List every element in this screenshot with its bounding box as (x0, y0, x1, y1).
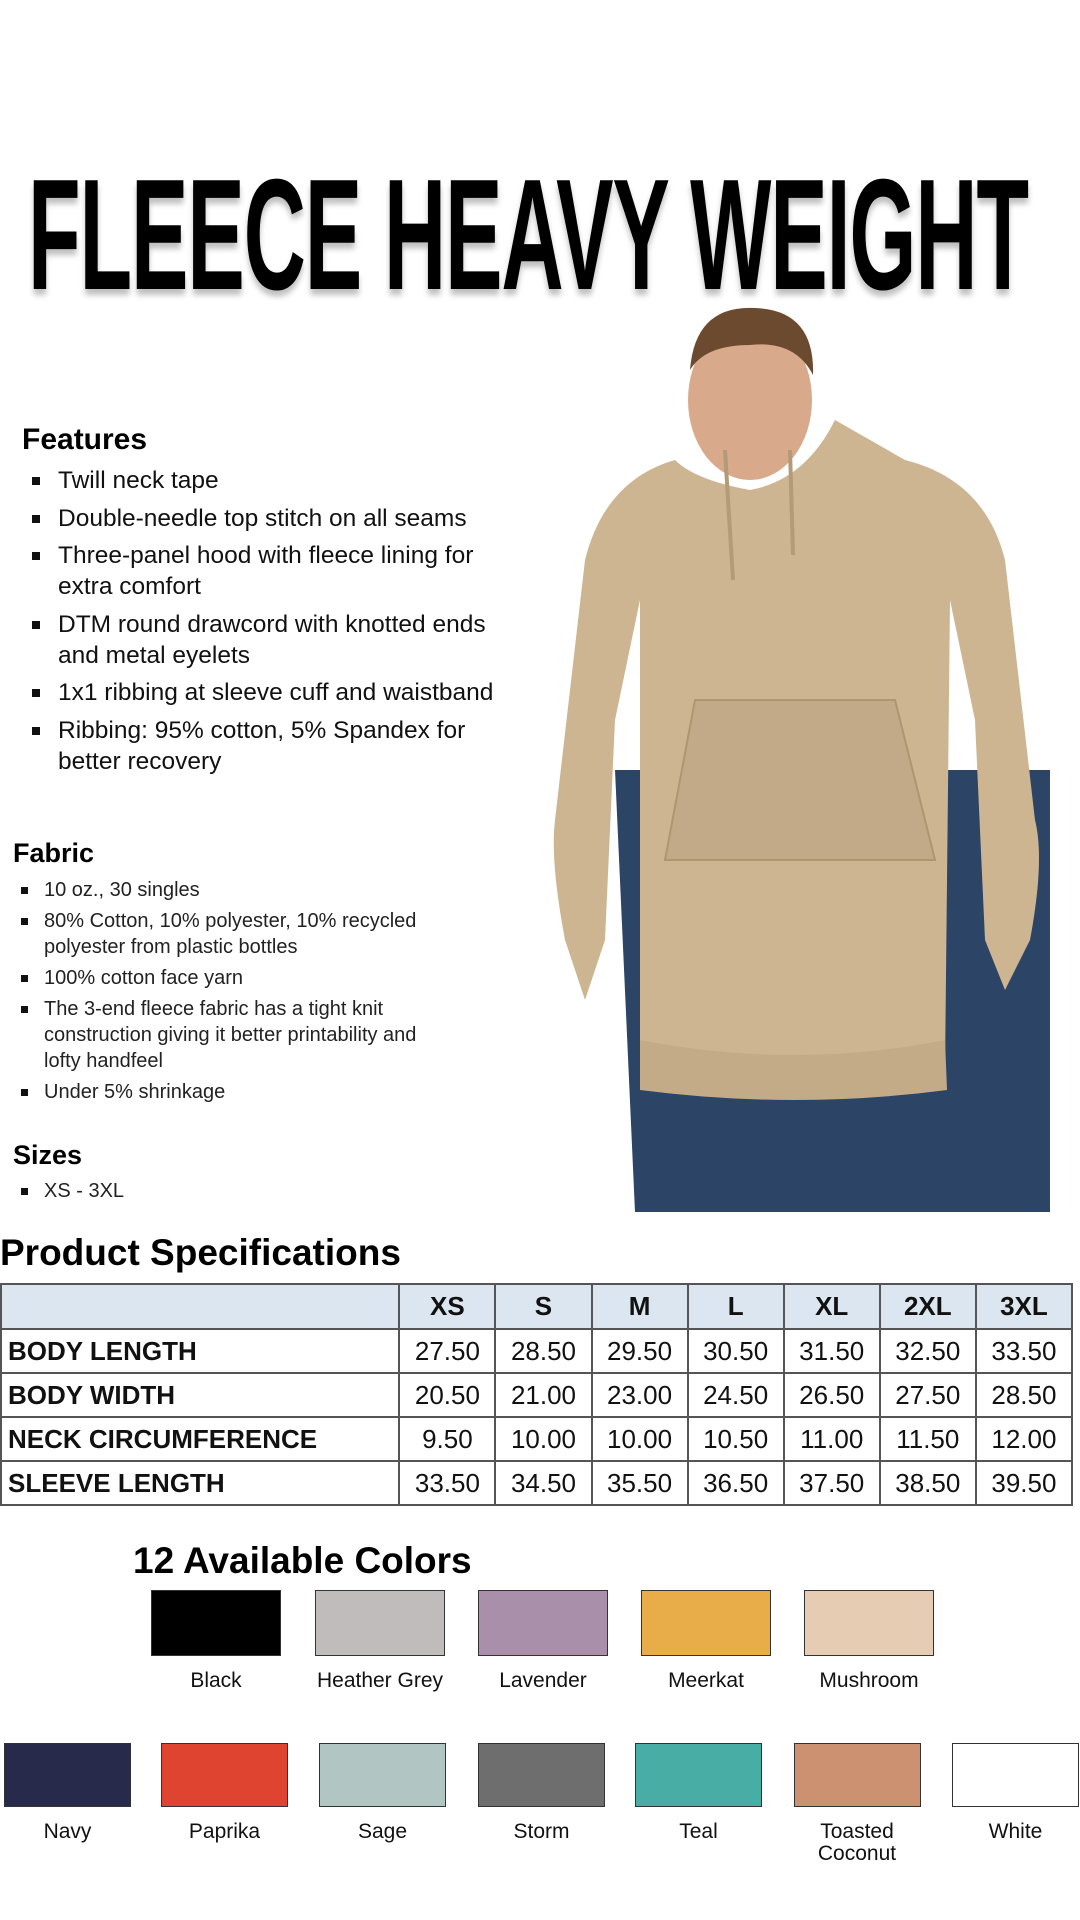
specs-heading: Product Specifications (0, 1232, 401, 1273)
page-title: FLEECE HEAVY WEIGHT (28, 147, 1029, 323)
features-heading: Features (22, 423, 148, 456)
list-item: Ribbing: 95% cotton, 5% Spandex for bett… (22, 715, 502, 777)
fabric-list: 10 oz., 30 singles 80% Cotton, 10% polyes… (14, 877, 434, 1110)
list-item: Double-needle top stitch on all seams (22, 503, 502, 534)
color-swatch (319, 1743, 446, 1807)
header-blank (0, 1283, 401, 1330)
color-swatch (478, 1590, 608, 1656)
colors-heading: 12 Available Colors (133, 1540, 472, 1581)
table-cell: 24.50 (686, 1372, 785, 1418)
column-header: M (590, 1283, 689, 1330)
specs-table: XS S M L XL 2XL 3XL BODY LENGTH 27.50 28.50 29.50 3… (0, 1283, 1074, 1506)
table-cell: 32.50 (878, 1328, 977, 1374)
list-item: 10 oz., 30 singles (14, 877, 434, 903)
table-cell: 33.50 (398, 1460, 497, 1506)
column-header: S (494, 1283, 593, 1330)
list-item: Under 5% shrinkage (14, 1079, 434, 1105)
row-label: SLEEVE LENGTH (0, 1460, 401, 1506)
list-item: The 3-end fleece fabric has a tight knit… (14, 996, 434, 1074)
sizes-list: XS - 3XL (14, 1178, 434, 1209)
table-cell: 39.50 (974, 1460, 1074, 1506)
table-cell: 11.00 (782, 1416, 881, 1462)
color-label: Lavender (499, 1669, 587, 1692)
color-label: Teal (679, 1820, 718, 1843)
table-cell: 30.50 (686, 1328, 785, 1374)
hoodie-model-image (553, 307, 1050, 1212)
table-cell: 10.50 (686, 1416, 785, 1462)
table-cell: 10.00 (590, 1416, 689, 1462)
color-swatch (151, 1590, 281, 1656)
color-label: Toasted Coconut (817, 1820, 897, 1865)
color-swatch (635, 1743, 762, 1807)
column-header: XL (782, 1283, 881, 1330)
color-label: Navy (43, 1820, 92, 1843)
table-cell: 27.50 (398, 1328, 497, 1374)
table-cell: 20.50 (398, 1372, 497, 1418)
list-item: Three-panel hood with fleece lining for … (22, 540, 502, 602)
color-label: Storm (513, 1820, 570, 1843)
list-item: Twill neck tape (22, 465, 502, 496)
table-cell: 28.50 (974, 1372, 1074, 1418)
color-label: Sage (357, 1820, 408, 1843)
table-cell: 28.50 (494, 1328, 593, 1374)
column-header: L (686, 1283, 785, 1330)
list-item: 1x1 ribbing at sleeve cuff and waistband (22, 677, 502, 708)
table-cell: 27.50 (878, 1372, 977, 1418)
color-label: Meerkat (668, 1669, 744, 1692)
color-label: Paprika (188, 1820, 261, 1843)
table-row: BODY WIDTH 20.50 21.00 23.00 24.50 26.50 27.50… (0, 1372, 1074, 1418)
column-header: 2XL (878, 1283, 977, 1330)
table-cell: 29.50 (590, 1328, 689, 1374)
table-cell: 36.50 (686, 1460, 785, 1506)
table-row: SLEEVE LENGTH 33.50 34.50 35.50 36.50 37.50 38… (0, 1460, 1074, 1506)
table-row: BODY LENGTH 27.50 28.50 29.50 30.50 31.50 32.5… (0, 1328, 1074, 1374)
row-label: NECK CIRCUMFERENCE (0, 1416, 401, 1462)
list-item: 80% Cotton, 10% polyester, 10% recycled … (14, 908, 434, 960)
list-item: DTM round drawcord with knotted ends and… (22, 609, 502, 671)
color-label: Heather Grey (316, 1669, 444, 1692)
table-cell: 23.00 (590, 1372, 689, 1418)
row-label: BODY LENGTH (0, 1328, 401, 1374)
fabric-heading: Fabric (13, 838, 95, 868)
color-label: Black (190, 1669, 242, 1692)
color-swatch (315, 1590, 445, 1656)
table-cell: 10.00 (494, 1416, 593, 1462)
column-header: 3XL (974, 1283, 1074, 1330)
features-list: Twill neck tape Double-needle top stitch … (22, 465, 502, 783)
table-cell: 11.50 (878, 1416, 977, 1462)
color-swatch (161, 1743, 288, 1807)
table-cell: 33.50 (974, 1328, 1074, 1374)
color-label: White (988, 1820, 1043, 1843)
table-cell: 21.00 (494, 1372, 593, 1418)
column-header: XS (398, 1283, 497, 1330)
color-swatch (478, 1743, 605, 1807)
color-swatch (804, 1590, 934, 1656)
color-swatch (952, 1743, 1079, 1807)
list-item: XS - 3XL (14, 1178, 434, 1204)
color-swatch (794, 1743, 921, 1807)
color-swatch (4, 1743, 131, 1807)
table-cell: 12.00 (974, 1416, 1074, 1462)
table-cell: 38.50 (878, 1460, 977, 1506)
table-cell: 35.50 (590, 1460, 689, 1506)
table-cell: 9.50 (398, 1416, 497, 1462)
table-cell: 31.50 (782, 1328, 881, 1374)
list-item: 100% cotton face yarn (14, 965, 434, 991)
row-label: BODY WIDTH (0, 1372, 401, 1418)
sizes-heading: Sizes (13, 1140, 83, 1170)
table-cell: 37.50 (782, 1460, 881, 1506)
table-cell: 34.50 (494, 1460, 593, 1506)
table-row: NECK CIRCUMFERENCE 9.50 10.00 10.00 10.50 11.… (0, 1416, 1074, 1462)
color-label: Mushroom (819, 1669, 919, 1692)
color-swatch (641, 1590, 771, 1656)
table-cell: 26.50 (782, 1372, 881, 1418)
